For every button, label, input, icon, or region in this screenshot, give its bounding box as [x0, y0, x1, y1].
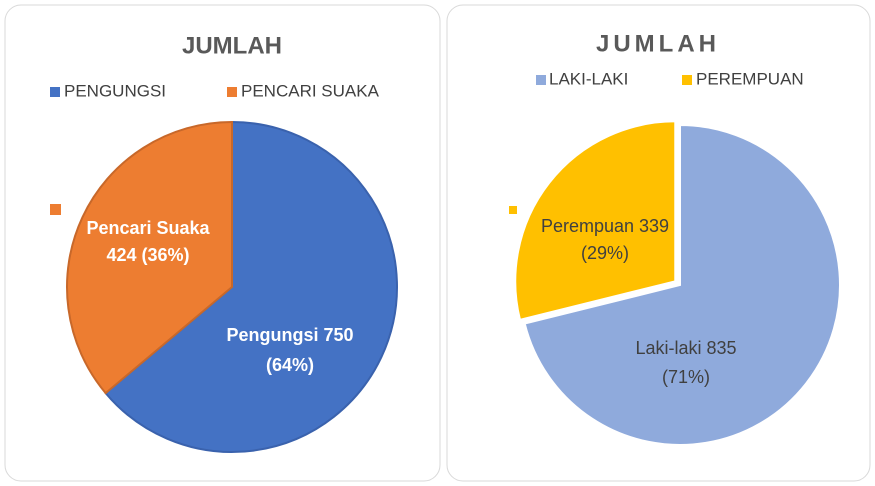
legend-label: PENCARI SUAKA [241, 81, 380, 100]
pie-slice [66, 120, 233, 395]
legend-label: PEREMPUAN [696, 69, 804, 88]
data-label: Laki-laki 835 [635, 338, 736, 358]
pie-slice [523, 123, 841, 446]
legend-swatch [682, 75, 692, 85]
data-label: Pengungsi 750 [226, 325, 353, 345]
marker [509, 206, 517, 214]
data-label: Perempuan 339 [541, 216, 669, 236]
data-label: Pencari Suaka [86, 218, 210, 238]
legend-swatch [50, 87, 60, 97]
data-label: (71%) [662, 367, 710, 387]
chart-title: JUMLAH [596, 30, 720, 57]
data-label: (29%) [581, 243, 629, 263]
marker [50, 204, 61, 215]
data-label: (64%) [266, 355, 314, 375]
legend-label: PENGUNGSI [64, 81, 166, 100]
legend-label: LAKI-LAKI [549, 69, 628, 88]
pie-slice [514, 120, 677, 322]
legend-swatch [227, 87, 237, 97]
legend-swatch [536, 75, 546, 85]
chart-title: JUMLAH [182, 32, 282, 59]
pie-slice [104, 120, 398, 453]
data-label: 424 (36%) [106, 245, 189, 265]
